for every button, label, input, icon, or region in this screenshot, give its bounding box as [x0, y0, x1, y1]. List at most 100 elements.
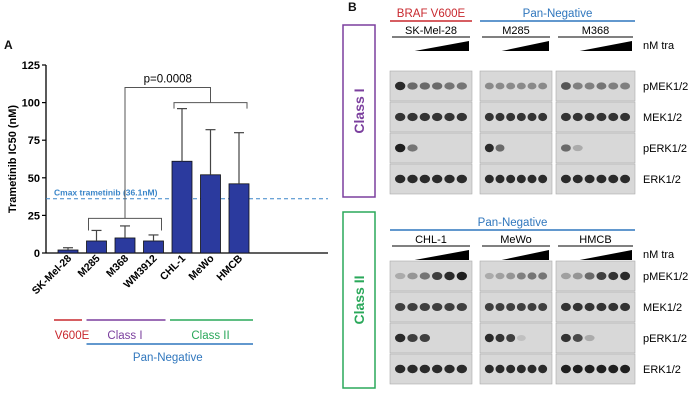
- class1-band: [444, 82, 455, 90]
- x-tick-label: M285: [76, 253, 103, 280]
- bar: [143, 240, 164, 254]
- class2-band: [560, 302, 571, 312]
- class1-band: [419, 112, 431, 122]
- class1-band: [484, 143, 494, 153]
- class1-band: [456, 112, 468, 122]
- class1-header-v600e: BRAF V600E: [397, 8, 466, 20]
- class1-band: [484, 174, 494, 184]
- class2-band: [572, 364, 583, 374]
- class2-band: [495, 364, 505, 374]
- class1-band: [572, 112, 583, 122]
- class1-band: [608, 174, 619, 184]
- class2-band: [584, 272, 595, 280]
- class2-band: [407, 364, 418, 374]
- class1-protein-label: ERK1/2: [643, 174, 681, 186]
- class2-group-label: Class II: [191, 330, 229, 342]
- class2-header-pan: Pan-Negative: [478, 217, 548, 229]
- class2-concentration-wedge: [501, 250, 549, 260]
- class2-band: [538, 272, 548, 280]
- y-tick-label: 100: [22, 98, 40, 110]
- class1-cell-line-label: SK-Mel-28: [405, 25, 457, 37]
- class2-band: [495, 272, 505, 280]
- class2-band: [560, 364, 571, 374]
- class2-conc-label: nM tra: [643, 249, 675, 261]
- class1-concentration-wedge: [501, 41, 549, 51]
- class1-band: [444, 112, 455, 122]
- class1-band: [495, 174, 505, 184]
- class2-class-box: [342, 211, 376, 389]
- class2-class-label: Class II: [351, 275, 367, 324]
- bar: [114, 237, 136, 254]
- class2-band: [394, 364, 406, 374]
- class1-band: [394, 81, 406, 91]
- class2-band: [584, 364, 595, 374]
- class2-cell-line-label: CHL-1: [415, 234, 447, 246]
- class1-band: [516, 174, 526, 184]
- class2-band: [444, 302, 455, 312]
- class2-band: [538, 302, 548, 312]
- class1-band: [484, 112, 494, 122]
- class1-band: [506, 82, 516, 90]
- class2-band: [407, 272, 418, 280]
- class2-band: [620, 302, 631, 312]
- class1-cell-line-label: M368: [582, 25, 610, 37]
- class1-band: [620, 112, 631, 122]
- class1-band: [407, 144, 418, 152]
- bar: [171, 160, 193, 254]
- y-tick-label: 50: [28, 173, 40, 185]
- class2-band: [444, 364, 455, 374]
- class1-band: [527, 174, 537, 184]
- class1-protein-label: pERK1/2: [643, 143, 687, 155]
- class2-band: [516, 272, 526, 280]
- class1-concentration-wedge: [579, 41, 632, 51]
- class1-band: [484, 82, 494, 90]
- class1-band: [456, 82, 468, 90]
- class2-band: [431, 271, 443, 281]
- class2-band: [506, 302, 516, 312]
- class1-header-pan: Pan-Negative: [523, 8, 593, 20]
- class1-band: [444, 174, 455, 184]
- class2-band: [527, 272, 537, 280]
- x-tick-label: MeWo: [186, 253, 216, 283]
- class1-band: [596, 174, 607, 184]
- y-tick-label: 75: [28, 135, 40, 147]
- class2-cell-line-label: HMCB: [579, 234, 611, 246]
- class1-band: [538, 82, 548, 90]
- class1-band: [431, 112, 443, 122]
- class2-band: [495, 333, 505, 343]
- class2-protein-label: pMEK1/2: [643, 271, 688, 283]
- class2-concentration-wedge: [579, 250, 632, 260]
- class2-band: [584, 334, 595, 342]
- x-tick-label: CHL-1: [158, 253, 188, 283]
- class2-band: [527, 302, 537, 312]
- class2-band: [620, 271, 631, 281]
- class2-band: [516, 364, 526, 374]
- class1-band: [608, 82, 619, 90]
- class1-class-label: Class I: [351, 88, 367, 133]
- class2-band: [484, 364, 494, 374]
- class2-band: [456, 364, 468, 374]
- class1-band: [419, 174, 431, 184]
- y-tick-label: 0: [34, 248, 40, 260]
- class1-protein-label: MEK1/2: [643, 112, 682, 124]
- class2-band: [506, 364, 516, 374]
- class1-band: [506, 174, 516, 184]
- class1-band: [538, 112, 548, 122]
- x-tick-label: HMCB: [214, 252, 245, 283]
- class1-concentration-wedge: [414, 41, 469, 51]
- bar: [57, 249, 79, 254]
- class1-band: [584, 82, 595, 90]
- class1-band: [495, 82, 505, 90]
- class2-band: [456, 271, 468, 281]
- v600e-group-label: V600E: [55, 330, 90, 342]
- class1-band: [560, 144, 571, 152]
- class2-band: [419, 302, 431, 312]
- class2-band: [527, 364, 537, 374]
- class1-band: [596, 112, 607, 122]
- class2-band: [484, 272, 494, 280]
- class2-band: [538, 364, 548, 374]
- class1-band: [620, 82, 631, 90]
- bracket-comparison: [124, 87, 211, 219]
- class2-band: [584, 302, 595, 312]
- class1-band: [527, 112, 537, 122]
